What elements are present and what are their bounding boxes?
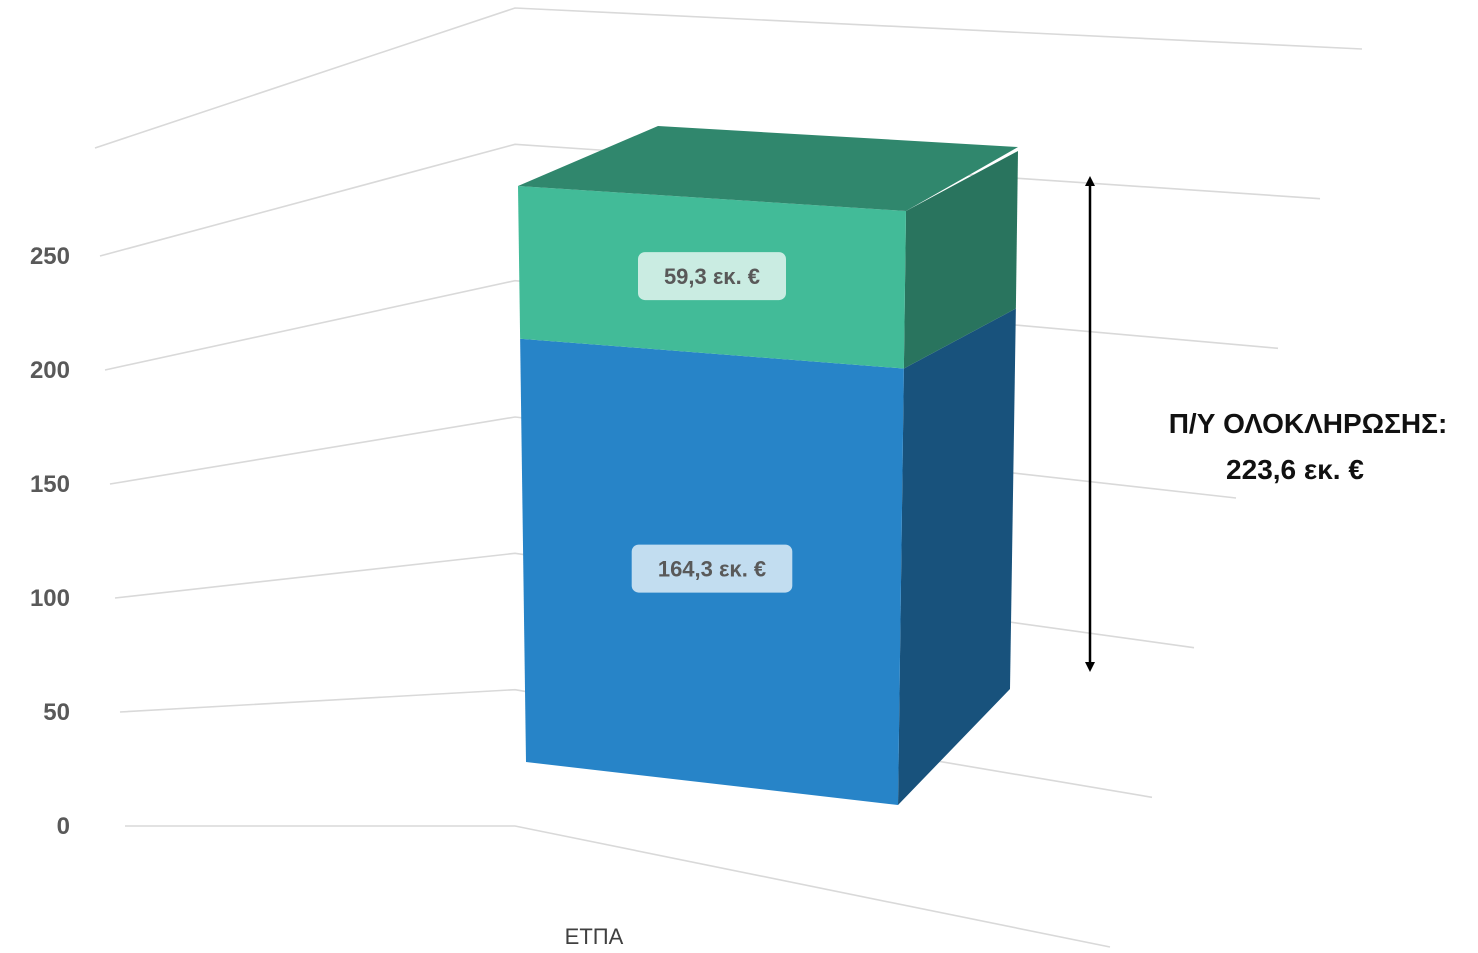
- x-axis-categories: ΕΤΠΑ: [565, 924, 624, 949]
- y-tick-label: 150: [30, 471, 70, 498]
- y-tick-label: 250: [30, 243, 70, 270]
- bar-side-face: [903, 151, 1018, 369]
- x-category-label: ΕΤΠΑ: [565, 924, 624, 949]
- gridline: [125, 825, 1111, 948]
- y-tick-label: 200: [30, 357, 70, 384]
- bar-side-face: [898, 308, 1016, 805]
- y-tick-label: 50: [43, 699, 70, 726]
- y-tick-label: 0: [57, 813, 70, 840]
- gridlines: [94, 7, 1363, 948]
- annotation-title: Π/Υ ΟΛΟΚΛΗΡΩΣΗΣ:: [1169, 408, 1448, 439]
- gridline: [99, 143, 1321, 257]
- data-label-text: 164,3 εκ. €: [658, 557, 766, 582]
- gridline: [94, 7, 1363, 149]
- data-label: 164,3 εκ. €: [631, 544, 793, 593]
- bar-top-face: [518, 126, 1018, 211]
- annotation-total: 223,6 εκ. €: [1226, 454, 1364, 485]
- y-tick-label: 100: [30, 585, 70, 612]
- data-label: 59,3 εκ. €: [638, 252, 786, 301]
- bar-stack: 164,3 εκ. € 59,3 εκ. €: [518, 126, 1018, 805]
- data-label-text: 59,3 εκ. €: [664, 264, 760, 289]
- y-axis-ticks: 0 50 100 150 200 250: [30, 243, 70, 840]
- gridline: [104, 279, 1279, 371]
- total-annotation: Π/Υ ΟΛΟΚΛΗΡΩΣΗΣ: 223,6 εκ. €: [1085, 176, 1448, 672]
